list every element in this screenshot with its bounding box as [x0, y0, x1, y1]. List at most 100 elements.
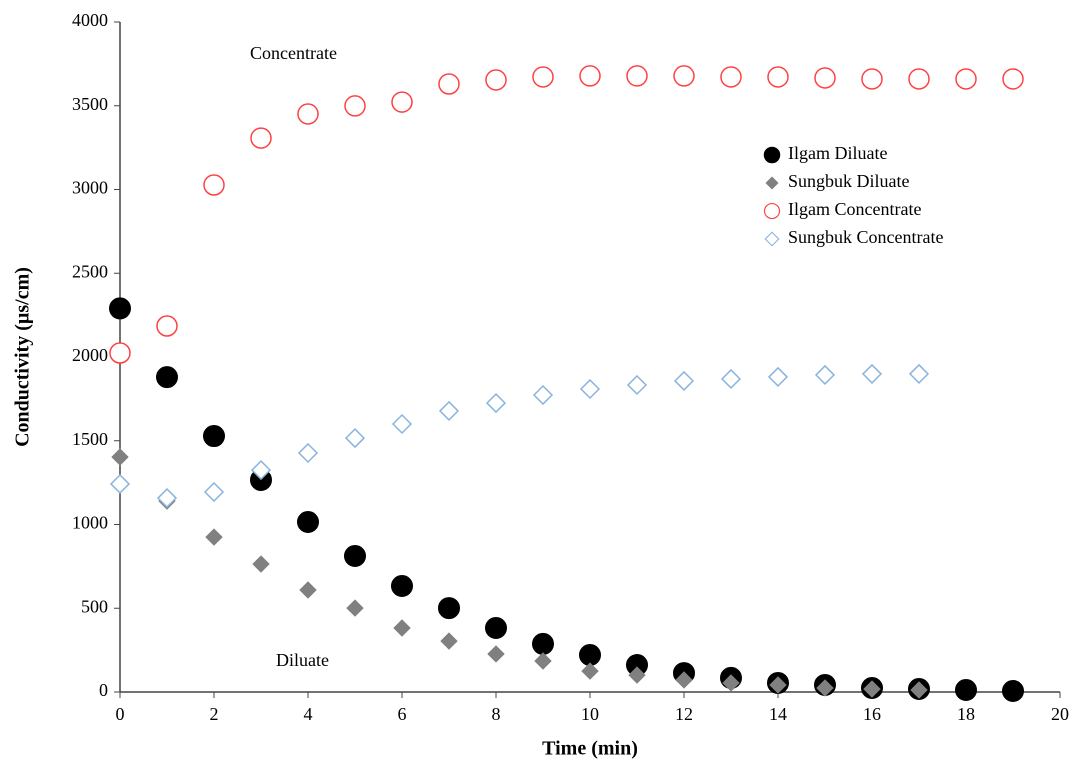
legend-label: Sungbuk Concentrate: [788, 227, 943, 247]
legend-marker: [765, 176, 779, 190]
y-tick-label: 4000: [72, 10, 108, 30]
point: [675, 671, 693, 689]
x-tick-label: 20: [1051, 704, 1069, 724]
y-tick-label: 500: [81, 596, 108, 616]
point: [250, 460, 272, 481]
point: [203, 481, 225, 503]
point: [955, 68, 977, 90]
point: [1002, 679, 1024, 702]
point: [628, 666, 646, 684]
x-tick-label: 4: [304, 704, 313, 724]
point: [156, 366, 178, 389]
point: [861, 68, 883, 90]
point: [910, 681, 928, 699]
legend-label: Ilgam Diluate: [788, 143, 887, 163]
point: [532, 632, 554, 655]
point: [908, 363, 930, 384]
point: [299, 581, 317, 599]
x-tick-label: 16: [863, 704, 881, 724]
point: [391, 413, 413, 435]
point: [769, 676, 787, 694]
point: [391, 91, 413, 113]
point: [205, 528, 223, 546]
point: [109, 473, 131, 495]
point: [673, 370, 695, 392]
point: [534, 652, 552, 670]
point: [955, 678, 977, 701]
y-tick-label: 2500: [72, 261, 108, 281]
point: [156, 487, 178, 509]
x-axis-title: Time (min): [542, 738, 638, 760]
point: [391, 574, 413, 597]
point: [532, 384, 554, 406]
point: [579, 65, 601, 87]
annotation: Concentrate: [250, 43, 337, 63]
y-tick-label: 1000: [72, 513, 108, 533]
y-tick-label: 1500: [72, 429, 108, 449]
point: [485, 69, 507, 91]
point: [626, 374, 648, 396]
annotation: Diluate: [276, 650, 329, 670]
x-tick-label: 6: [398, 704, 407, 724]
point: [344, 544, 366, 567]
point: [579, 643, 601, 666]
point: [814, 67, 836, 89]
point: [814, 364, 836, 385]
legend-marker: [764, 231, 780, 247]
x-tick-label: 2: [210, 704, 219, 724]
point: [532, 66, 554, 88]
legend-marker: [763, 202, 781, 220]
legend-label: Ilgam Concentrate: [788, 199, 921, 219]
y-axis-title: Conductivity (µs/cm): [12, 267, 34, 447]
legend-label: Sungbuk Diluate: [788, 171, 910, 191]
point: [485, 393, 507, 414]
point: [346, 599, 364, 617]
y-tick-label: 0: [99, 680, 108, 700]
point: [109, 297, 131, 320]
point: [297, 442, 319, 464]
point: [579, 378, 601, 400]
point: [816, 679, 834, 697]
x-tick-label: 0: [116, 704, 125, 724]
point: [393, 619, 411, 637]
point: [908, 68, 930, 90]
point: [297, 103, 319, 125]
x-tick-label: 8: [492, 704, 501, 724]
point: [252, 555, 270, 573]
point: [863, 680, 881, 698]
point: [767, 66, 789, 88]
point: [1002, 68, 1024, 90]
point: [861, 363, 883, 384]
y-tick-label: 3500: [72, 94, 108, 114]
point: [438, 597, 460, 620]
x-tick-label: 12: [675, 704, 693, 724]
point: [250, 127, 272, 149]
point: [438, 400, 460, 421]
point: [297, 510, 319, 533]
point: [673, 65, 695, 87]
point: [626, 65, 648, 87]
y-tick-label: 3000: [72, 178, 108, 198]
point: [485, 617, 507, 640]
y-tick-label: 2000: [72, 345, 108, 365]
point: [109, 342, 131, 364]
point: [487, 645, 505, 663]
point: [438, 73, 460, 95]
point: [720, 368, 742, 390]
point: [111, 448, 129, 466]
point: [440, 632, 458, 650]
point: [720, 66, 742, 88]
x-tick-label: 10: [581, 704, 599, 724]
legend-marker: [763, 146, 781, 164]
point: [581, 662, 599, 680]
point: [344, 95, 366, 117]
point: [722, 674, 740, 692]
x-tick-label: 18: [957, 704, 975, 724]
x-tick-label: 14: [769, 704, 787, 724]
point: [156, 315, 178, 337]
point: [344, 428, 366, 449]
point: [203, 425, 225, 448]
point: [203, 174, 225, 196]
point: [767, 366, 789, 387]
